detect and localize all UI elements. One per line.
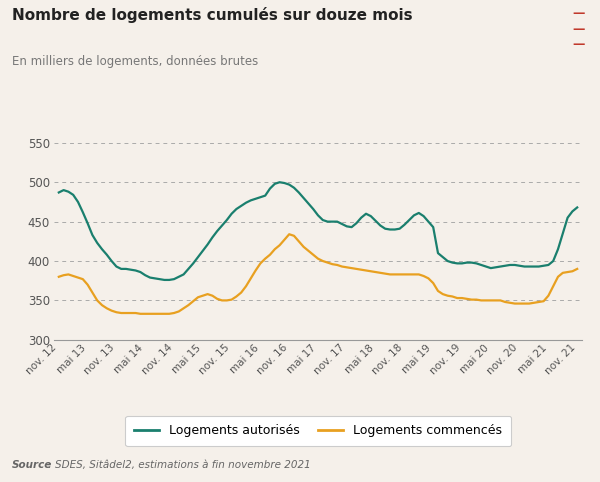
Text: En milliers de logements, données brutes: En milliers de logements, données brutes: [12, 55, 258, 68]
Legend: Logements autorisés, Logements commencés: Logements autorisés, Logements commencés: [125, 416, 511, 446]
Text: Nombre de logements cumulés sur douze mois: Nombre de logements cumulés sur douze mo…: [12, 7, 413, 23]
Text: Source: Source: [12, 460, 52, 470]
Text: —: —: [572, 7, 585, 20]
Text: —: —: [572, 23, 585, 36]
Text: : SDES, Sitâdel2, estimations à fin novembre 2021: : SDES, Sitâdel2, estimations à fin nove…: [45, 460, 311, 470]
Text: —: —: [572, 38, 585, 51]
